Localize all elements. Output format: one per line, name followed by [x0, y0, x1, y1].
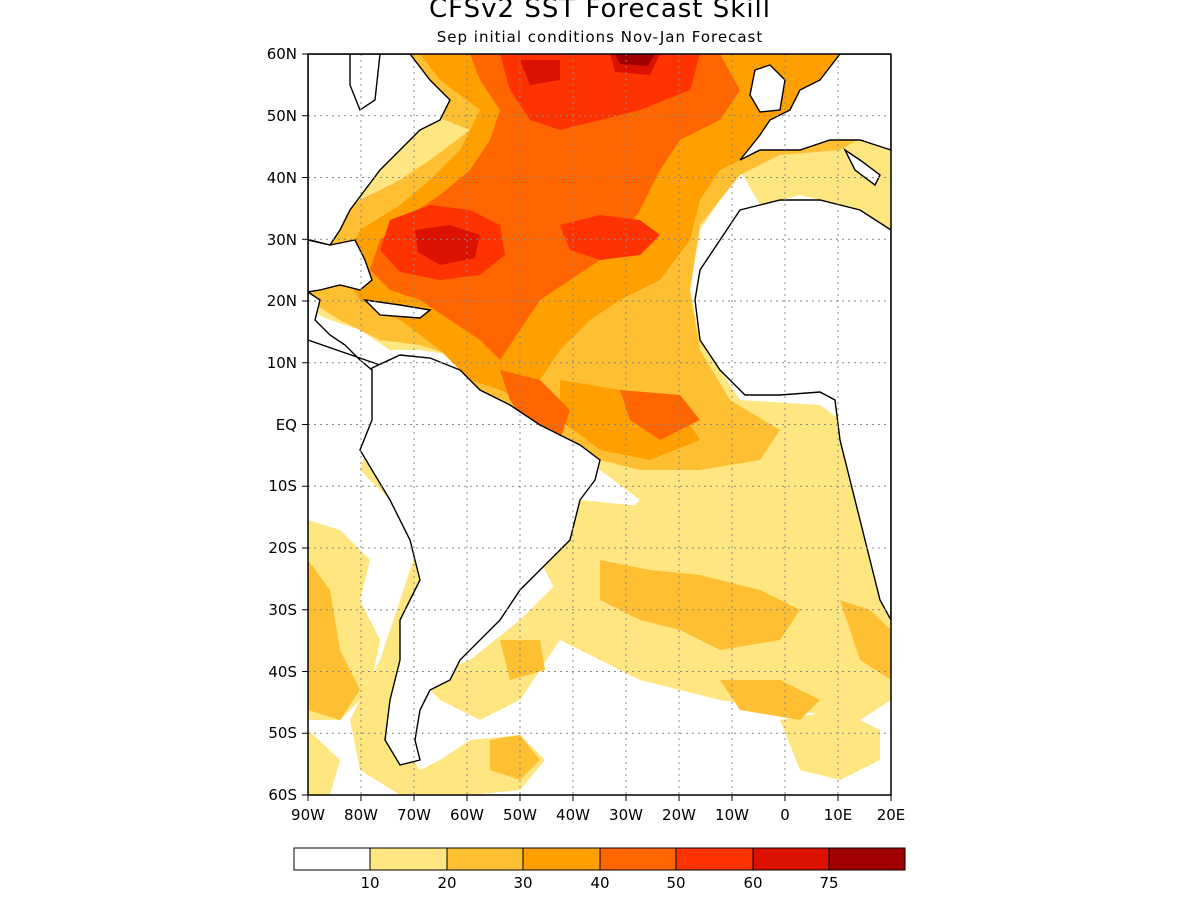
colorbar-swatch-0	[293, 847, 371, 871]
africa	[694, 199, 891, 621]
colorbar-swatch-3	[522, 847, 601, 871]
lat-label-50s: 50S	[268, 724, 297, 742]
lat-label-10n: 10N	[267, 354, 297, 372]
lon-label-80w: 80W	[344, 806, 378, 824]
colorbar-swatch-5	[675, 847, 754, 871]
skill-band-40-50	[370, 54, 740, 440]
lat-label-60s: 60S	[268, 786, 297, 804]
skill-band-60-75	[415, 54, 660, 265]
lon-label-90w: 90W	[291, 806, 325, 824]
lat-label-20n: 20N	[267, 292, 297, 310]
colorbar-swatch-1	[369, 847, 448, 871]
land-masses	[308, 54, 891, 766]
lon-label-70w: 70W	[397, 806, 431, 824]
colorbar-swatch-2	[446, 847, 524, 871]
colorbar-swatch-6	[752, 847, 830, 871]
lon-label-60w: 60W	[450, 806, 484, 824]
colorbar-swatch-4	[599, 847, 677, 871]
lon-label-40w: 40W	[556, 806, 590, 824]
lat-label-30n: 30N	[267, 231, 297, 249]
greenland	[349, 54, 381, 112]
europe	[739, 54, 891, 161]
lon-label-10e: 10E	[824, 806, 853, 824]
lat-label-20s: 20S	[268, 539, 297, 557]
colorbar-label-50: 50	[666, 874, 685, 892]
colorbar-label-60: 60	[743, 874, 762, 892]
colorbar-label-20: 20	[437, 874, 456, 892]
colorbar-label-30: 30	[513, 874, 532, 892]
colorbar-label-10: 10	[360, 874, 379, 892]
skill-field	[308, 54, 891, 795]
colorbar-label-75: 75	[819, 874, 838, 892]
lon-label-20e: 20E	[877, 806, 906, 824]
graticule	[308, 54, 891, 795]
lon-label-0: 0	[780, 806, 790, 824]
lon-label-30w: 30W	[609, 806, 643, 824]
lon-label-50w: 50W	[503, 806, 537, 824]
chart-subtitle: Sep initial conditions Nov-Jan Forecast	[436, 28, 764, 46]
lat-label-10s: 10S	[268, 477, 297, 495]
lon-label-10w: 10W	[715, 806, 749, 824]
lat-label-30s: 30S	[268, 601, 297, 619]
lat-label-40n: 40N	[267, 169, 297, 187]
great-britain	[749, 64, 786, 113]
lat-label-60n: 60N	[267, 45, 297, 63]
lat-label-eq: EQ	[276, 416, 297, 434]
lon-label-20w: 20W	[662, 806, 696, 824]
colorbar-label-40: 40	[590, 874, 609, 892]
lon-axis: 90W 80W 70W 60W 50W 40W 30W 20W 10W 0 10…	[291, 795, 905, 824]
chart-title: CFSv2 SST Forecast Skill	[428, 0, 772, 24]
skill-band-75-plus	[615, 54, 655, 66]
south-america	[359, 354, 601, 766]
italy	[843, 147, 881, 187]
lat-label-40s: 40S	[268, 663, 297, 681]
colorbar: 10 20 30 40 50 60 75	[293, 847, 906, 892]
central-america	[308, 291, 382, 371]
gulf-coast	[308, 239, 373, 293]
lat-axis: 60N 50N 40N 30N 20N 10N EQ 10S 20S 30S 4…	[267, 45, 308, 804]
lat-label-50n: 50N	[267, 107, 297, 125]
colorbar-swatch-7	[828, 847, 906, 871]
